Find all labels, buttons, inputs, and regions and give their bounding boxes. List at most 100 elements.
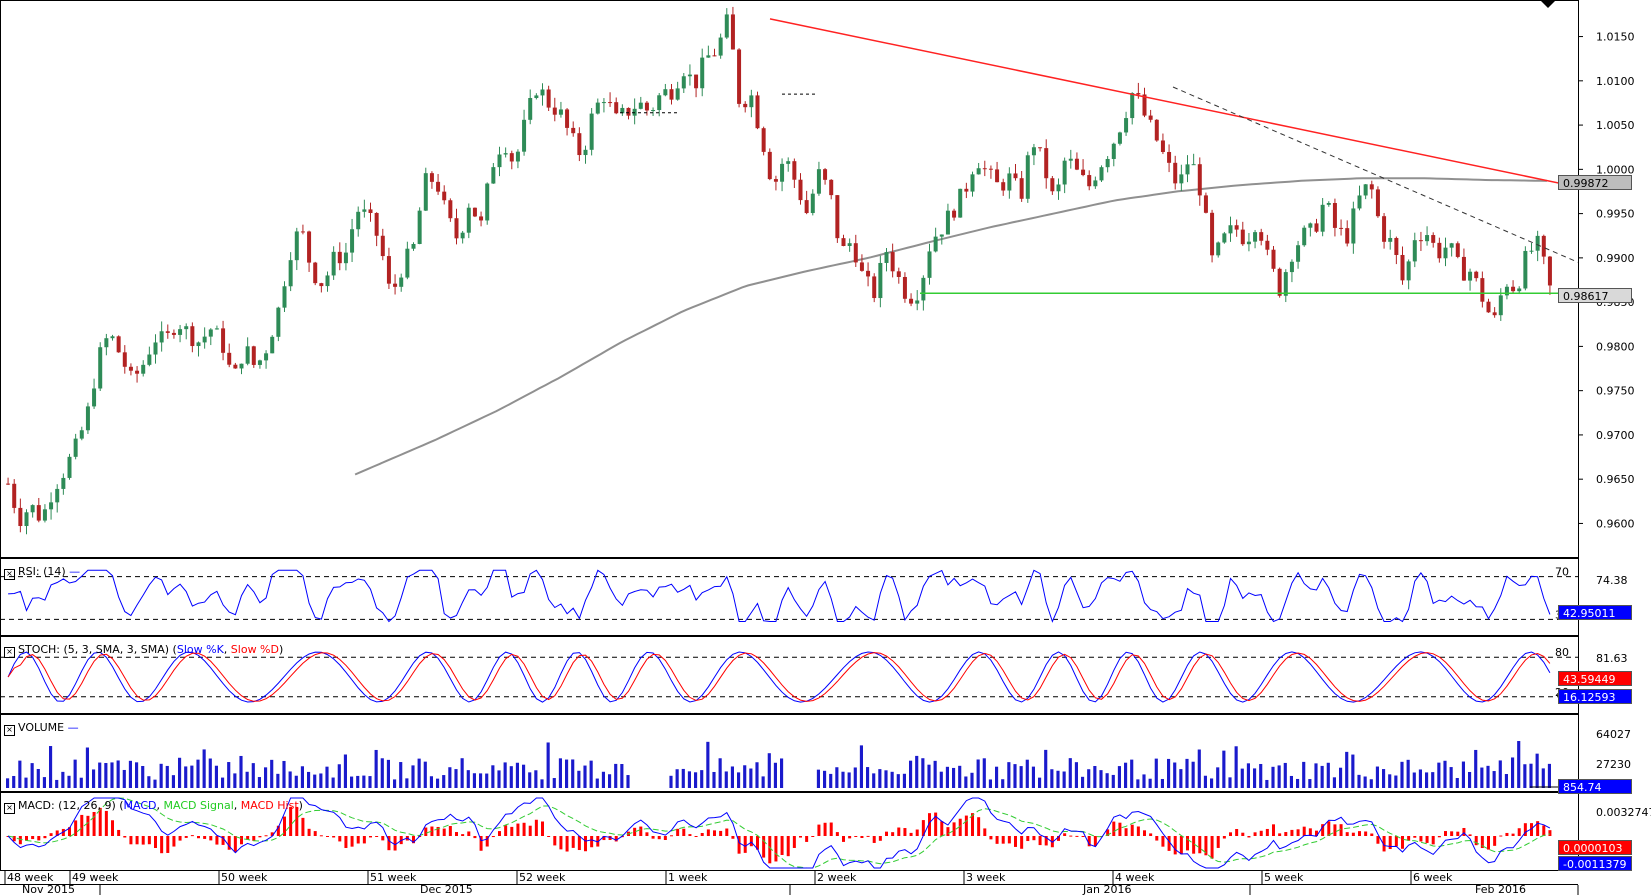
panel-menu-icon[interactable]: [1540, 0, 1556, 8]
candle-body: [522, 119, 527, 152]
volume-bar: [1302, 761, 1306, 788]
candle-body: [1228, 225, 1233, 234]
candle-body: [558, 109, 563, 115]
macd-hist-bar: [897, 827, 901, 836]
candle-body: [565, 109, 570, 128]
candle-body: [1388, 237, 1393, 242]
volume-bar: [915, 755, 919, 788]
macd-hist-bar: [43, 836, 47, 839]
macd-hist-bar: [18, 836, 22, 845]
macd-hist-bar: [608, 836, 612, 840]
candle-body: [743, 103, 748, 108]
macd-hist-bar: [1087, 836, 1091, 847]
candle-body: [1154, 119, 1159, 141]
volume-bar: [939, 771, 943, 788]
macd-hist-bar: [1155, 836, 1159, 841]
macd-hist-bar: [805, 836, 809, 842]
volume-bar: [608, 774, 612, 788]
macd-hist-bar: [860, 836, 864, 838]
candle-body: [331, 251, 336, 276]
candle-body: [1050, 178, 1055, 192]
volume-bar: [878, 769, 882, 788]
candle-body: [853, 243, 858, 263]
volume-axis-label: 27230: [1596, 758, 1631, 771]
candle-body: [257, 360, 262, 365]
candle-body: [6, 483, 11, 485]
candle-body: [479, 216, 484, 221]
week-label: 51 week: [370, 871, 417, 884]
macd-hist-bar: [921, 820, 925, 836]
volume-bar: [1013, 764, 1017, 788]
volume-bar: [528, 772, 532, 788]
close-pane-icon[interactable]: ×: [4, 725, 15, 736]
close-pane-icon[interactable]: ×: [4, 647, 15, 658]
candle-body: [1394, 237, 1399, 255]
volume-bar: [675, 769, 679, 788]
volume-bar: [853, 767, 857, 788]
macd-hist-bar: [258, 836, 262, 838]
macd-hist-bar: [1253, 832, 1257, 836]
volume-bar: [1062, 771, 1066, 788]
volume-bar: [1007, 762, 1011, 788]
volume-bar: [515, 762, 519, 788]
volume-bar: [1498, 760, 1502, 788]
volume-bar: [952, 767, 956, 788]
candle-body: [49, 502, 54, 510]
candle-body: [1296, 245, 1301, 262]
volume-bar: [190, 765, 194, 788]
macd-hist-bar: [1173, 836, 1177, 855]
volume-bar: [1234, 746, 1238, 788]
candle-body: [1455, 243, 1460, 257]
candle-body: [571, 127, 576, 134]
macd-hist-bar: [289, 806, 293, 836]
candle-body: [1492, 312, 1497, 316]
macd-hist-bar: [1376, 836, 1380, 844]
candle-body: [1345, 228, 1350, 244]
candle-body: [208, 329, 213, 337]
macd-hist-bar: [663, 836, 667, 841]
volume-bar: [767, 753, 771, 788]
candle-body: [147, 354, 152, 365]
candle-body: [24, 512, 29, 527]
macd-hist-bar: [534, 819, 538, 836]
week-label: 52 week: [519, 871, 566, 884]
candle-body: [98, 347, 103, 389]
macd-hist-bar: [1333, 824, 1337, 836]
macd-hist-bar: [80, 814, 84, 836]
candle-body: [448, 200, 453, 219]
volume-bar: [1148, 778, 1152, 788]
candle-body: [988, 168, 993, 170]
macd-hist-bar: [1450, 831, 1454, 836]
candle-body: [816, 169, 821, 194]
macd-hist-bar: [117, 829, 121, 836]
close-pane-icon[interactable]: ×: [4, 803, 15, 814]
macd-hist-bar: [971, 813, 974, 836]
macd-hist-bar: [1388, 836, 1392, 850]
volume-bar: [429, 776, 433, 788]
volume-bar: [730, 766, 734, 788]
volume-bar: [98, 762, 102, 788]
candle-body: [411, 243, 416, 249]
macd-hist-bar: [1204, 836, 1208, 856]
candle-body: [614, 102, 619, 114]
candle-body: [1326, 202, 1331, 205]
macd-hist-bar: [442, 828, 446, 836]
candle-body: [1369, 184, 1374, 190]
macd-hist-bar: [430, 826, 434, 836]
volume-bar: [841, 771, 845, 788]
candle-body: [823, 169, 828, 180]
volume-bar: [755, 762, 759, 788]
macd-hist-bar: [1370, 833, 1374, 836]
candle-body: [847, 243, 852, 246]
volume-title: × VOLUME —: [4, 721, 79, 736]
volume-bar: [1185, 758, 1189, 788]
close-pane-icon[interactable]: ×: [4, 569, 15, 580]
volume-bar: [1504, 774, 1508, 788]
macd-hist-bar: [651, 836, 655, 839]
candle-body: [245, 346, 250, 364]
candle-body: [221, 328, 226, 353]
volume-bar: [1437, 762, 1441, 788]
rsi-axis-label: 74.38: [1596, 574, 1628, 587]
volume-bar: [1517, 741, 1521, 788]
candle-body: [79, 430, 84, 439]
